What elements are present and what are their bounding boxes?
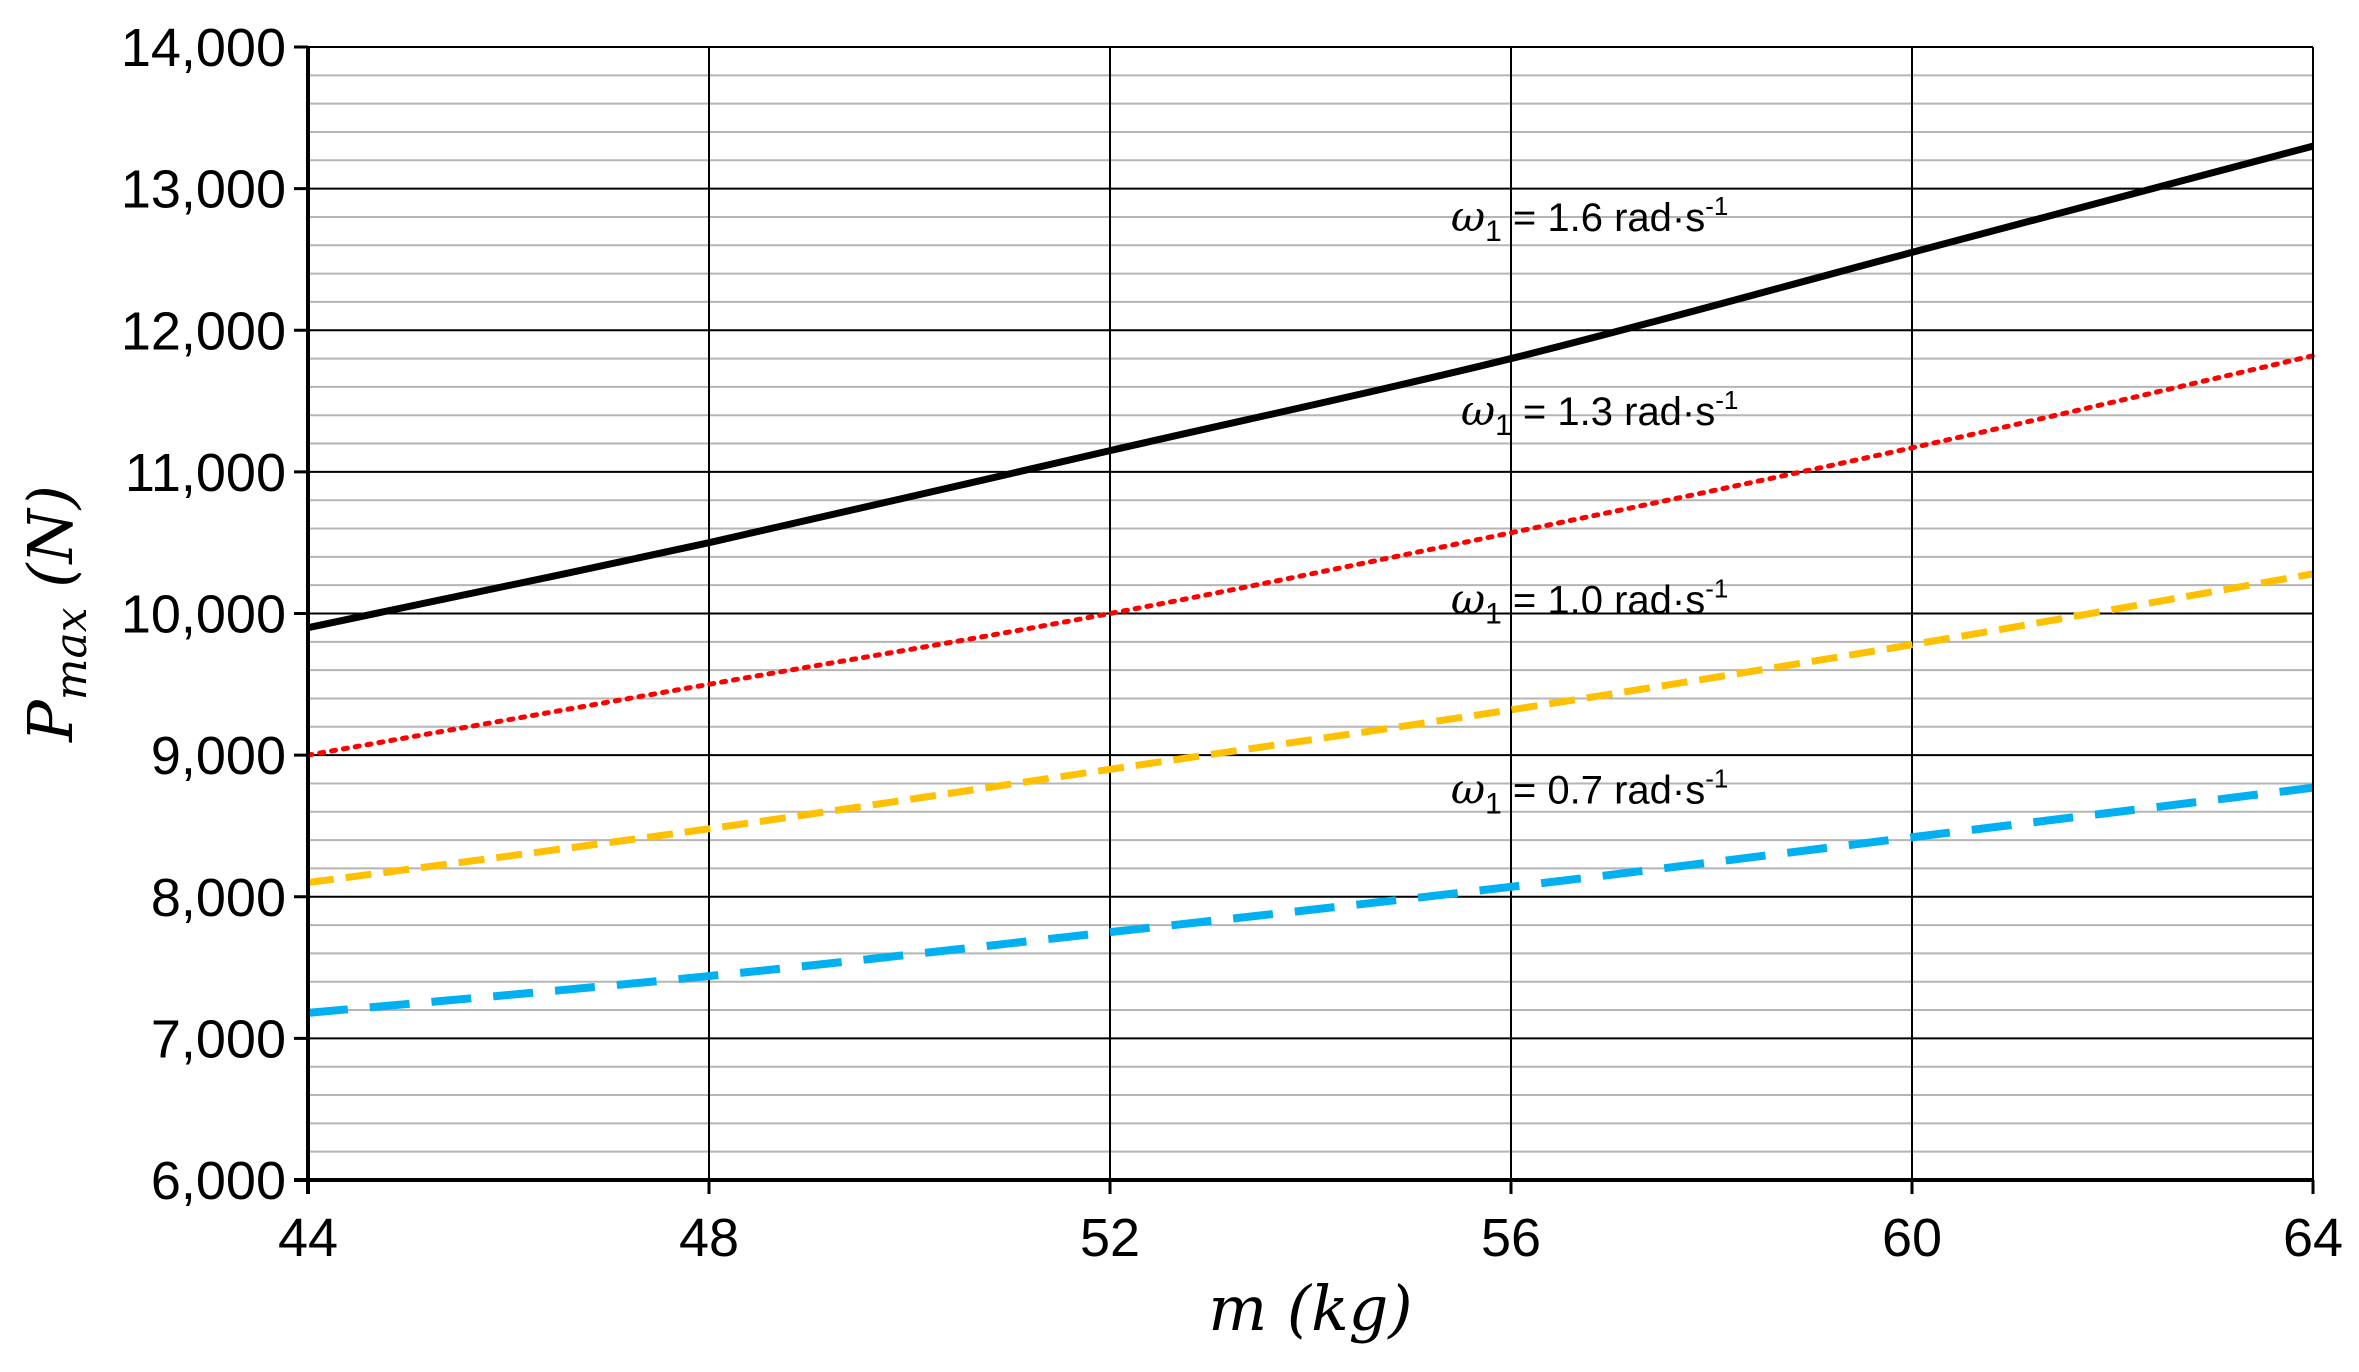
y-tick-label: 7,000 bbox=[151, 1009, 286, 1069]
series-line-4 bbox=[307, 783, 2314, 1017]
y-tick-label: 6,000 bbox=[151, 1151, 286, 1211]
x-tick-label: 48 bbox=[679, 1208, 739, 1268]
series-label-3: ω1 = 1.0 rad·s-1 bbox=[1451, 574, 1729, 631]
series-line-3 bbox=[307, 570, 2314, 887]
x-tick-label: 56 bbox=[1481, 1208, 1541, 1268]
y-tick-label: 14,000 bbox=[121, 18, 286, 78]
y-tick-label: 11,000 bbox=[125, 443, 286, 503]
series-line-2 bbox=[305, 353, 2316, 758]
axis-titles: m (kg) Pmax (N) bbox=[14, 485, 1413, 1345]
y-axis-title: Pmax (N) bbox=[14, 485, 97, 743]
y-tick-label: 10,000 bbox=[121, 585, 286, 645]
x-tick-label: 52 bbox=[1080, 1208, 1140, 1268]
series-lines bbox=[305, 142, 2316, 1017]
y-tick-label: 13,000 bbox=[121, 160, 286, 220]
series-label-1: ω1 = 1.6 rad·s-1 bbox=[1451, 191, 1729, 248]
series-label-4: ω1 = 0.7 rad·s-1 bbox=[1451, 763, 1729, 820]
y-tick-label: 12,000 bbox=[121, 301, 286, 361]
x-tick-label: 64 bbox=[2283, 1208, 2343, 1268]
y-tick-label: 8,000 bbox=[151, 868, 286, 928]
x-tick-label: 60 bbox=[1882, 1208, 1942, 1268]
series-label-2: ω1 = 1.3 rad·s-1 bbox=[1461, 385, 1739, 442]
x-tick-label: 44 bbox=[278, 1208, 338, 1268]
x-axis-title: m (kg) bbox=[1208, 1272, 1412, 1345]
series-labels: ω1 = 1.6 rad·s-1 ω1 = 1.3 rad·s-1 ω1 = 1.0… bbox=[1451, 191, 1739, 820]
axes bbox=[294, 45, 2315, 1194]
series-line-1 bbox=[307, 142, 2314, 632]
y-tick-label: 9,000 bbox=[151, 726, 286, 786]
tick-labels: 6,000 7,000 8,000 9,000 10,000 11,000 12,000 13… bbox=[121, 18, 2343, 1268]
